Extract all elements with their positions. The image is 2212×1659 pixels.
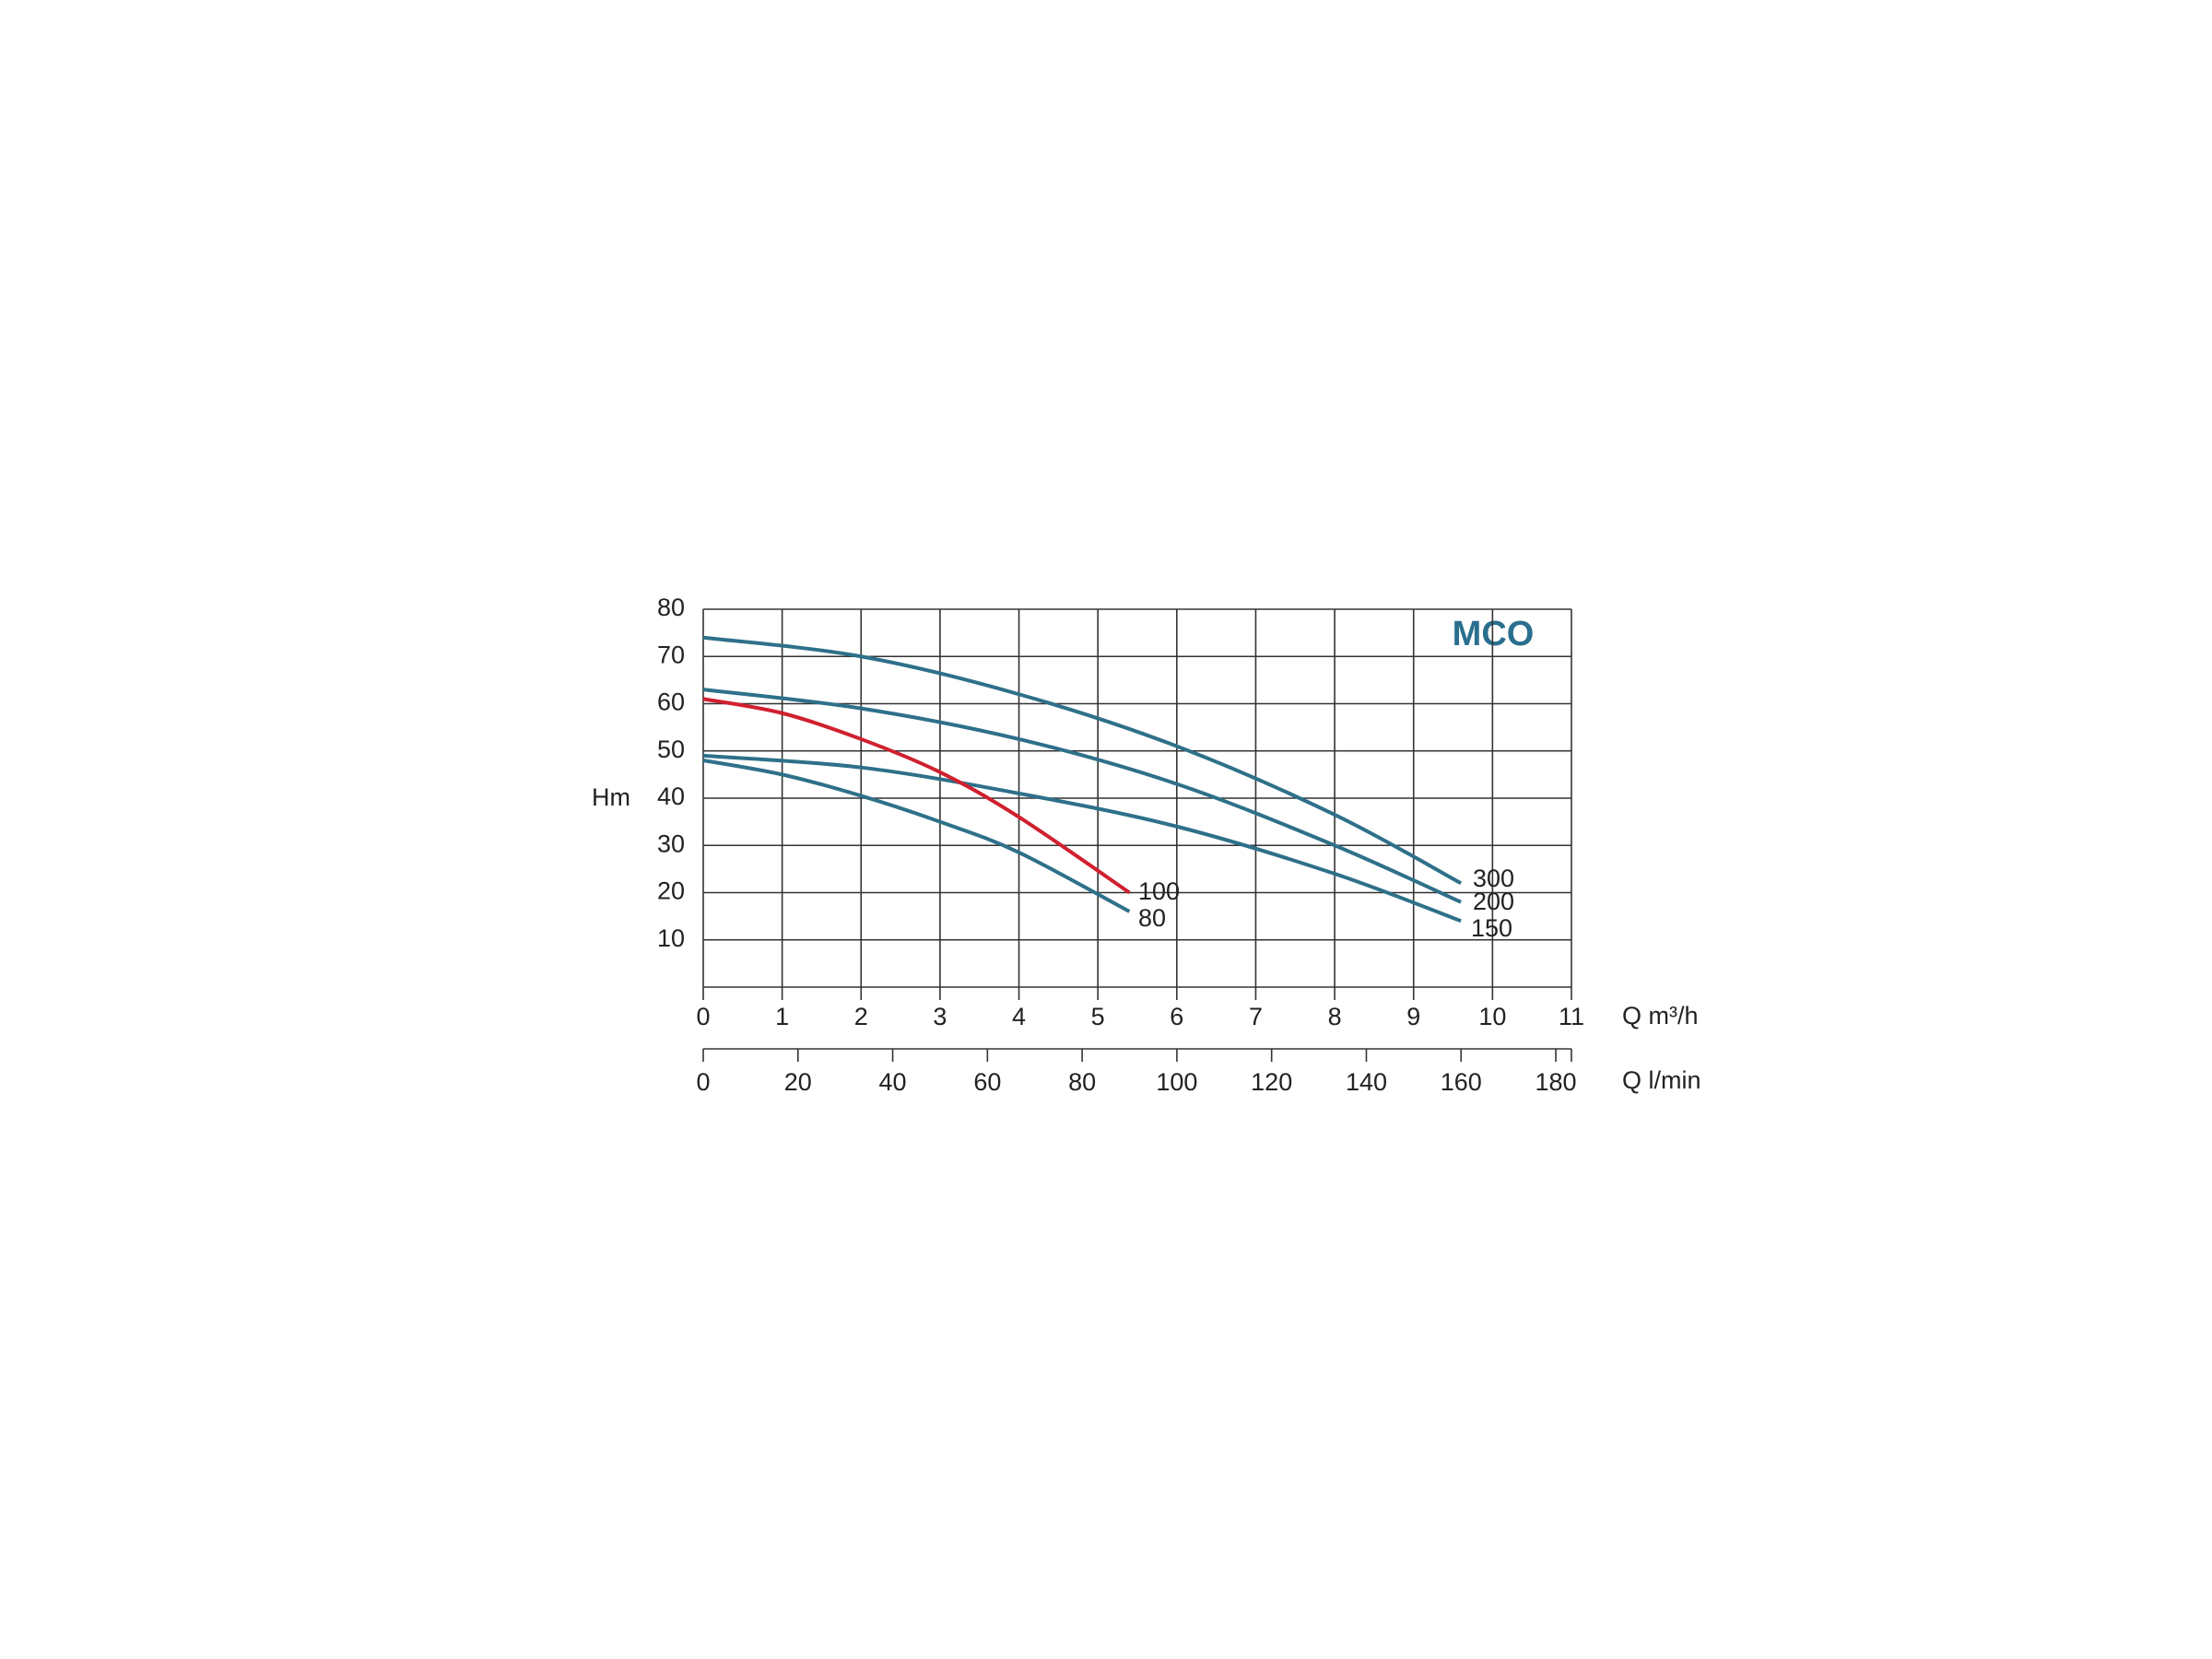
- x2-tick-label: 20: [784, 1068, 812, 1096]
- y-tick-label: 10: [657, 924, 685, 952]
- curve: [702, 759, 1131, 913]
- curve: [702, 635, 1463, 886]
- x-axis-label: Q m³/h: [1622, 1002, 1699, 1030]
- y-tick-label: 20: [657, 877, 685, 905]
- curve: [702, 688, 1462, 904]
- x-tick-label: 0: [696, 1003, 710, 1030]
- curve: [702, 697, 1131, 895]
- x2-tick-label: 100: [1156, 1068, 1197, 1096]
- x-tick-label: 7: [1249, 1003, 1263, 1030]
- curve-label: 200: [1473, 888, 1514, 915]
- x2-tick-label: 120: [1251, 1068, 1292, 1096]
- x2-tick-label: 180: [1535, 1068, 1577, 1096]
- y-tick-label: 40: [657, 782, 685, 810]
- x-tick-label: 2: [854, 1003, 868, 1030]
- x-tick-label: 5: [1091, 1003, 1105, 1030]
- x-tick-label: 3: [933, 1003, 947, 1030]
- x-tick-label: 6: [1170, 1003, 1183, 1030]
- x2-tick-label: 60: [973, 1068, 1001, 1096]
- curve-label: 300: [1473, 865, 1514, 892]
- y-tick-label: 70: [657, 641, 685, 668]
- curve-label: 80: [1138, 904, 1166, 932]
- x2-tick-label: 140: [1346, 1068, 1387, 1096]
- y-tick-label: 50: [657, 735, 685, 763]
- x-tick-label: 9: [1406, 1003, 1420, 1030]
- curve-label: 100: [1138, 877, 1180, 905]
- x-tick-label: 4: [1012, 1003, 1026, 1030]
- x-tick-label: 11: [1559, 1003, 1584, 1030]
- curve: [702, 753, 1462, 924]
- y-tick-label: 80: [657, 594, 685, 621]
- y-axis-label: Hm: [592, 783, 630, 811]
- x-tick-label: 10: [1478, 1003, 1506, 1030]
- x2-axis-label: Q l/min: [1622, 1066, 1701, 1094]
- y-tick-label: 30: [657, 830, 685, 857]
- x2-tick-label: 0: [696, 1068, 710, 1096]
- x2-tick-label: 160: [1441, 1068, 1482, 1096]
- x-tick-label: 8: [1328, 1003, 1342, 1030]
- x-tick-label: 1: [775, 1003, 789, 1030]
- y-tick-label: 60: [657, 688, 685, 716]
- x2-tick-label: 40: [879, 1068, 907, 1096]
- curve-label: 150: [1471, 914, 1512, 942]
- x2-tick-label: 80: [1068, 1068, 1096, 1096]
